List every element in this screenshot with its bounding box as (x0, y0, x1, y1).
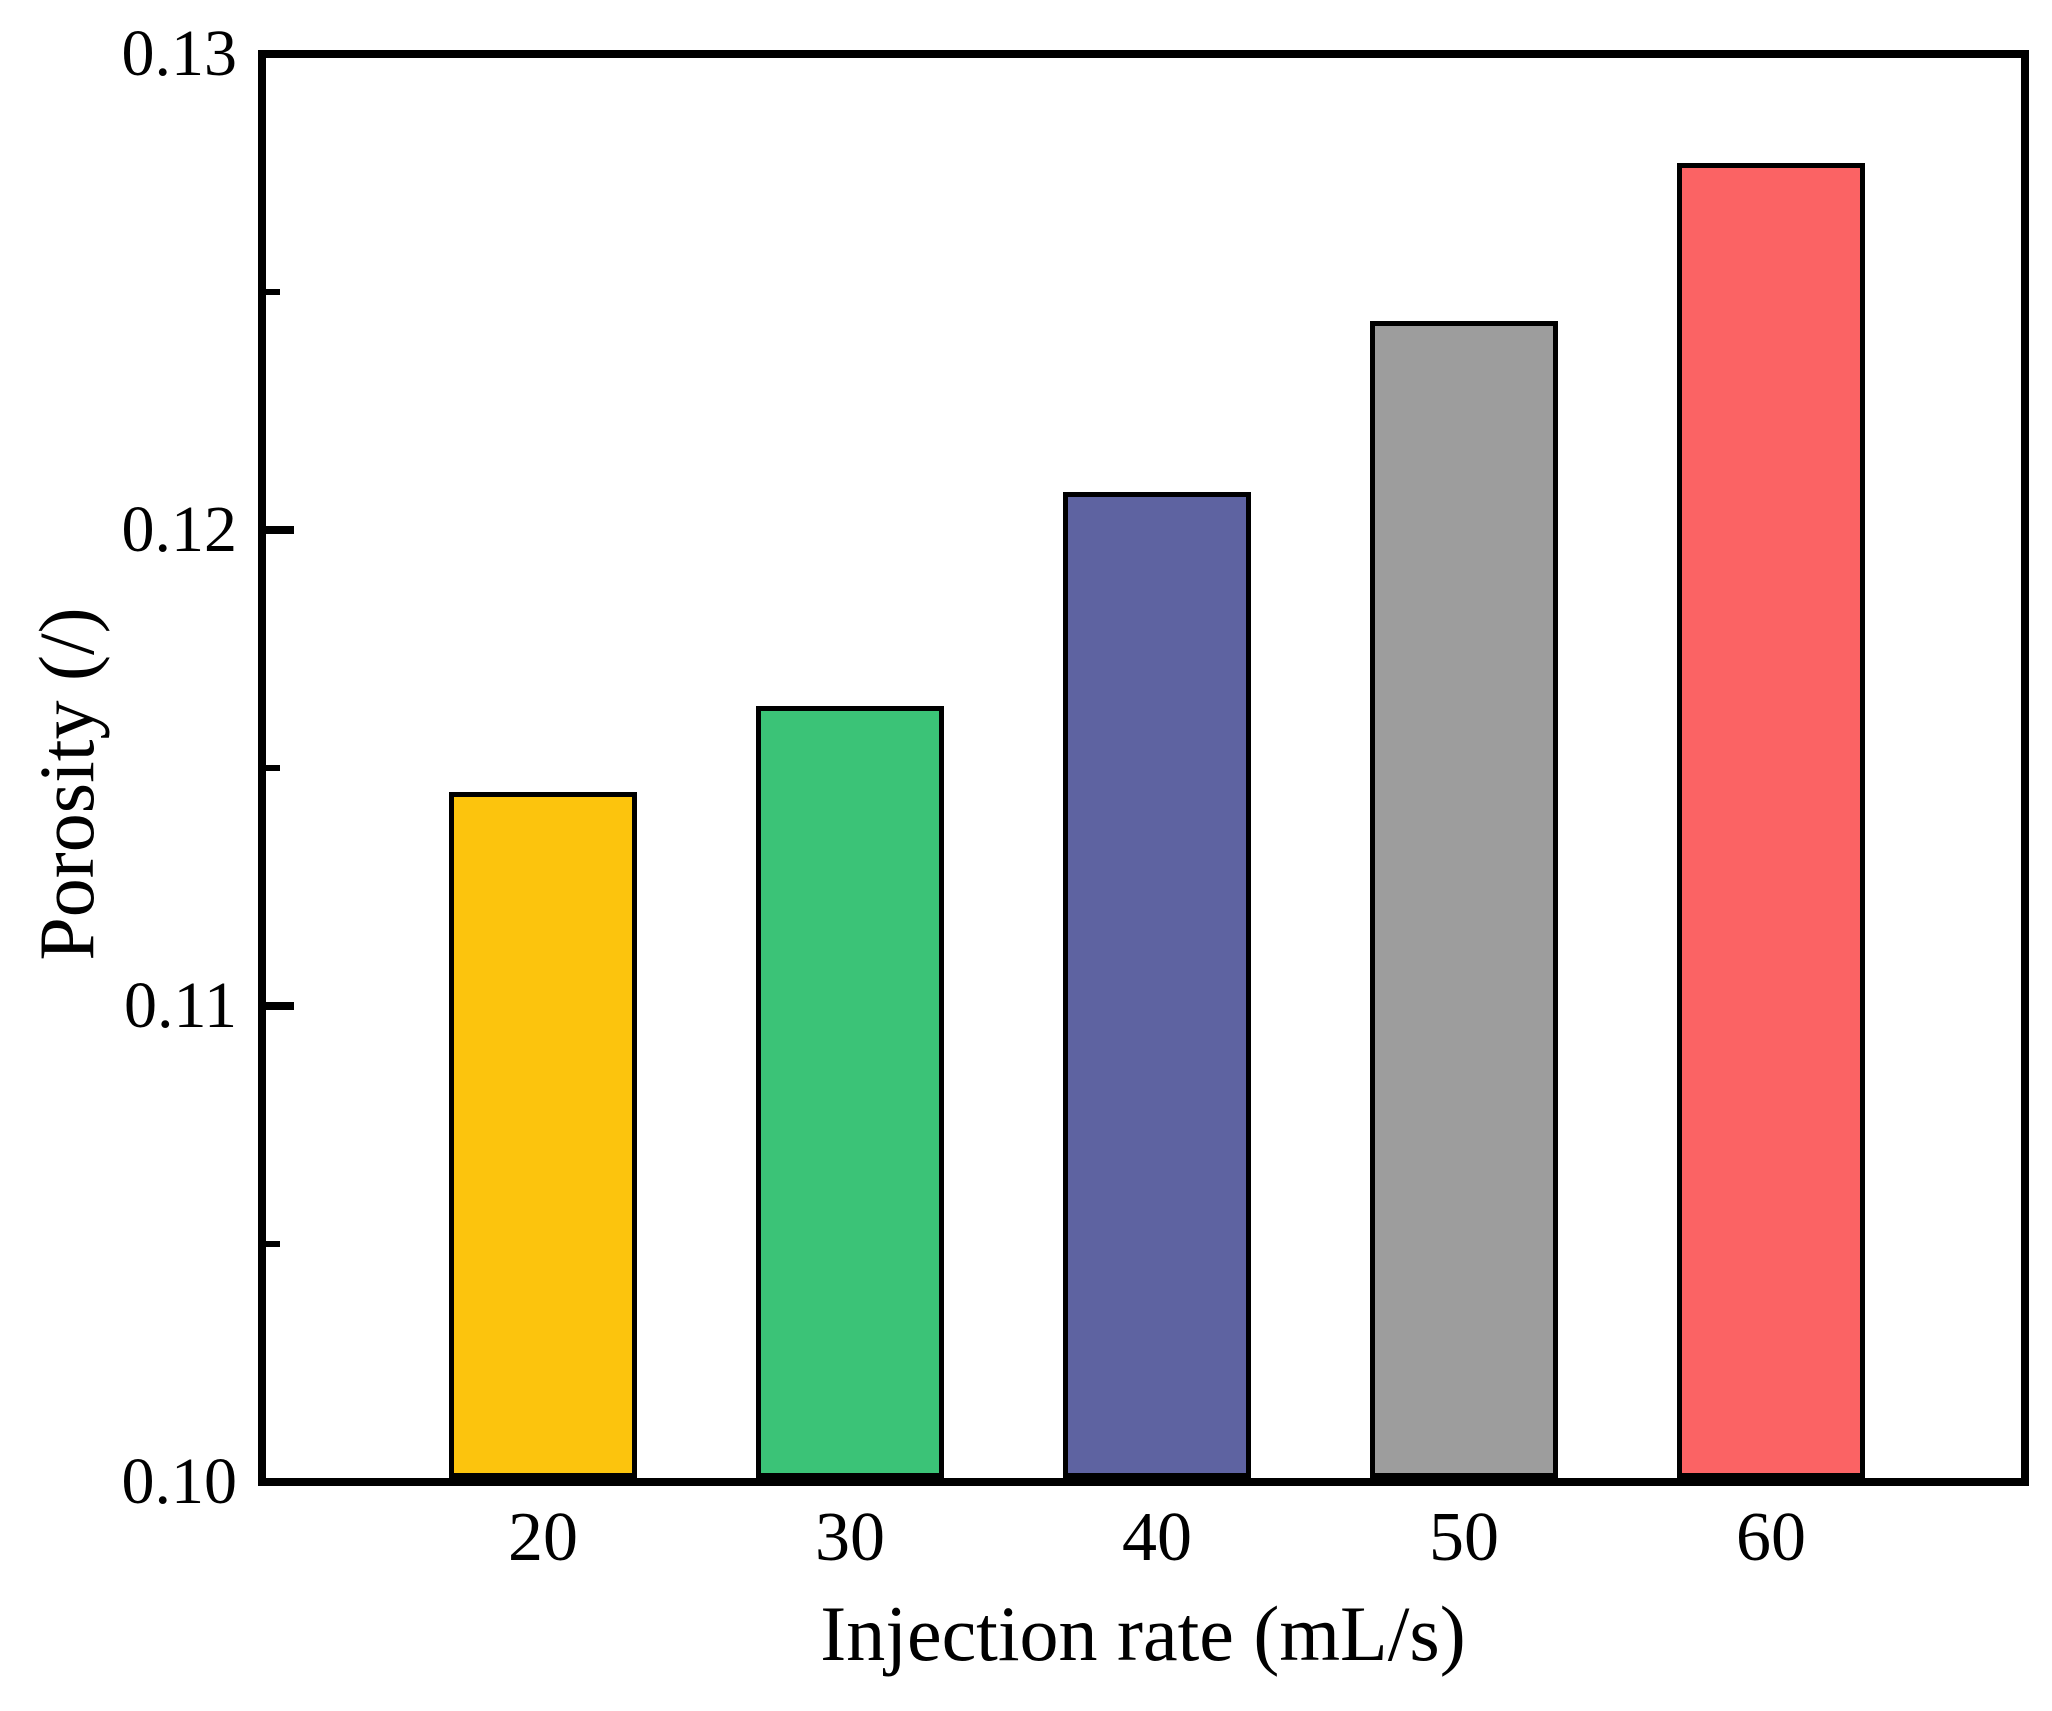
y-tick-label: 0.13 (121, 17, 238, 90)
x-tick-label: 60 (1736, 1499, 1806, 1576)
y-major-tick (266, 50, 294, 58)
plot-area (258, 50, 2029, 1486)
y-minor-tick (266, 1241, 280, 1247)
x-tick-label: 50 (1429, 1499, 1499, 1576)
bar-20 (449, 791, 637, 1478)
bar-40 (1063, 491, 1251, 1478)
bar-30 (756, 706, 944, 1478)
y-major-tick (266, 1478, 294, 1486)
x-tick-label: 40 (1122, 1499, 1192, 1576)
y-tick-label: 0.10 (121, 1445, 238, 1518)
y-major-tick (266, 526, 294, 534)
y-major-tick (266, 1002, 294, 1010)
y-tick-label: 0.11 (123, 969, 237, 1042)
x-axis-title: Injection rate (mL/s) (820, 1590, 1466, 1677)
x-tick-label: 20 (508, 1499, 578, 1576)
bar-60 (1677, 163, 1865, 1478)
y-minor-tick (266, 289, 280, 295)
x-tick-label: 30 (815, 1499, 885, 1576)
y-axis-tick-labels: 0.10 0.11 0.12 0.13 (0, 0, 238, 1711)
y-minor-tick (266, 765, 280, 771)
x-axis-tick-labels: 20 30 40 50 60 (0, 1502, 2052, 1592)
bar-50 (1370, 320, 1558, 1478)
y-tick-label: 0.12 (121, 493, 238, 566)
